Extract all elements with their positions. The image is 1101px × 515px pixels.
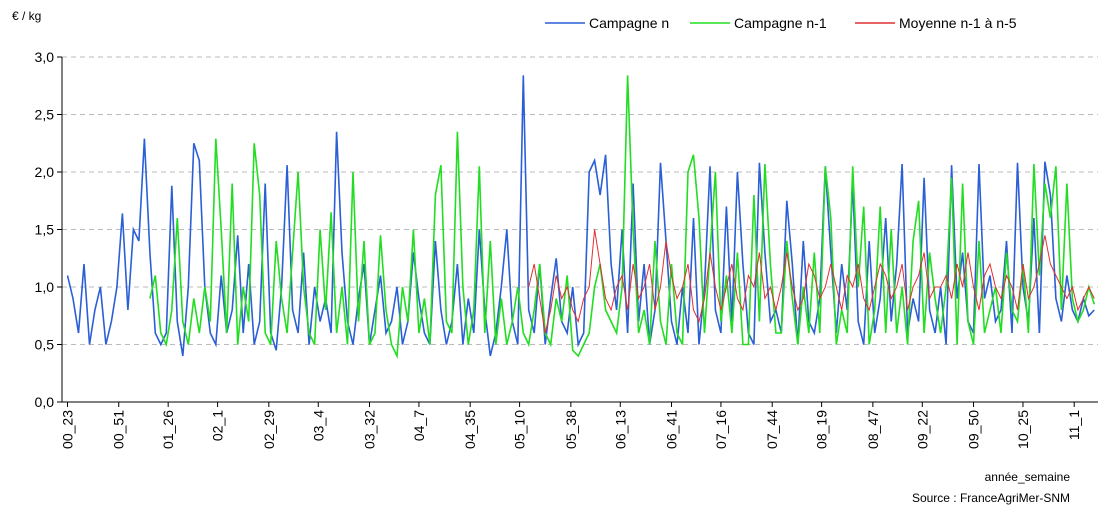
x-tick-label: 05_10 xyxy=(512,410,528,449)
x-axis-label: année_semaine xyxy=(985,470,1071,484)
y-tick-label: 2,0 xyxy=(35,164,55,180)
x-tick-label: 10_25 xyxy=(1015,410,1031,449)
x-tick-label: 09_22 xyxy=(914,410,930,449)
x-tick-label: 01_26 xyxy=(160,410,176,449)
series-line xyxy=(528,229,1095,334)
x-tick-label: 03_4 xyxy=(310,410,326,441)
x-tick-label: 06_13 xyxy=(612,410,628,449)
x-tick-label: 07_16 xyxy=(713,410,729,449)
y-axis-label: € / kg xyxy=(12,9,41,23)
x-tick-label: 09_50 xyxy=(966,410,982,449)
x-tick-label: 00_51 xyxy=(111,410,127,449)
legend-label: Moyenne n-1 à n-5 xyxy=(899,15,1017,31)
x-tick-label: 08_19 xyxy=(814,410,830,449)
y-tick-label: 0,0 xyxy=(35,394,55,410)
x-tick-label: 00_23 xyxy=(59,410,75,449)
x-tick-label: 02_1 xyxy=(210,410,226,441)
legend-label: Campagne n-1 xyxy=(734,15,827,31)
source: Source : FranceAgriMer-SNM xyxy=(912,491,1070,505)
x-tick-label: 05_38 xyxy=(563,410,579,449)
x-tick-label: 03_32 xyxy=(362,410,378,449)
y-tick-label: 2,5 xyxy=(35,107,55,123)
y-tick-label: 0,5 xyxy=(35,337,55,353)
x-tick-label: 11_1 xyxy=(1066,410,1082,440)
y-tick-label: 3,0 xyxy=(35,49,55,65)
x-tick-label: 02_29 xyxy=(261,410,277,449)
x-tick-label: 07_44 xyxy=(764,410,780,449)
x-tick-label: 08_47 xyxy=(865,410,881,449)
series-line xyxy=(149,75,1096,360)
y-tick-label: 1,5 xyxy=(35,222,55,238)
x-tick-label: 06_41 xyxy=(664,410,680,449)
x-tick-label: 04_7 xyxy=(411,410,427,441)
legend-label: Campagne n xyxy=(589,15,669,31)
y-tick-label: 1,0 xyxy=(35,279,55,295)
x-tick-label: 04_35 xyxy=(462,410,478,449)
series-line xyxy=(66,75,1095,357)
